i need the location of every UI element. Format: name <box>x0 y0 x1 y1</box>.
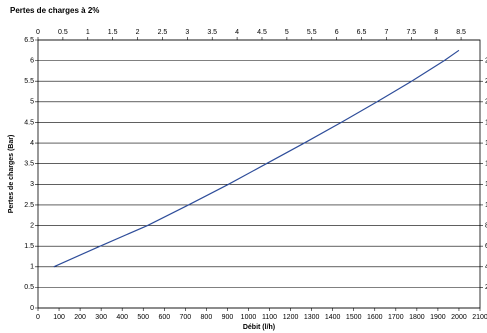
x-tick-label: 300 <box>95 314 107 321</box>
x2-tick-label: 4 <box>235 29 239 36</box>
x-tick-label: 1500 <box>346 314 362 321</box>
y2-tick-label: 2 <box>485 78 487 85</box>
x-tick-label: 1000 <box>241 314 257 321</box>
x2-tick-label: 7 <box>384 29 388 36</box>
chart-title: Pertes de charges à 2% <box>10 6 99 15</box>
y2-tick-label: 1 <box>485 161 487 168</box>
x-tick-label: 1300 <box>304 314 320 321</box>
x-tick-label: 1400 <box>325 314 341 321</box>
y2-tick-label: 6 <box>485 243 487 250</box>
y-tick-label: 6.5 <box>24 37 34 44</box>
x-tick-label: 100 <box>53 314 65 321</box>
x-tick-label: 1900 <box>430 314 446 321</box>
x2-tick-label: 3 <box>185 29 189 36</box>
y2-tick-label: 2 <box>485 99 487 106</box>
y2-tick-label: 2 <box>485 284 487 291</box>
x2-tick-label: 4.5 <box>257 29 267 36</box>
y-tick-label: 3.5 <box>24 161 34 168</box>
x-tick-label: 2100 <box>472 314 487 321</box>
x2-tick-label: 8 <box>434 29 438 36</box>
x2-tick-label: 2.5 <box>158 29 168 36</box>
x2-tick-label: 2 <box>136 29 140 36</box>
y-tick-label: 6 <box>30 57 34 64</box>
y-axis-title: Pertes de charges (Bar) <box>8 135 15 214</box>
x-tick-label: 200 <box>74 314 86 321</box>
y2-tick-label: 4 <box>485 264 487 271</box>
x2-tick-label: 0.5 <box>58 29 68 36</box>
x-tick-label: 500 <box>137 314 149 321</box>
x-tick-label: 900 <box>222 314 234 321</box>
y-tick-label: 1.5 <box>24 243 34 250</box>
y-tick-label: 5 <box>30 99 34 106</box>
x-axis-title: Débit (l/h) <box>243 324 275 331</box>
x2-tick-label: 0 <box>36 29 40 36</box>
y-tick-label: 0 <box>30 305 34 312</box>
x2-tick-label: 3.5 <box>207 29 217 36</box>
y-tick-label: 3 <box>30 181 34 188</box>
y2-tick-label: 8 <box>485 222 487 229</box>
x2-tick-label: 7.5 <box>406 29 416 36</box>
x-tick-label: 0 <box>36 314 40 321</box>
x-tick-label: 2000 <box>451 314 467 321</box>
y-tick-label: 4 <box>30 140 34 147</box>
x-tick-label: 1600 <box>367 314 383 321</box>
x-tick-label: 600 <box>158 314 170 321</box>
y2-tick-label: 1 <box>485 181 487 188</box>
x-tick-label: 800 <box>201 314 213 321</box>
x-tick-label: 1100 <box>262 314 277 321</box>
x2-tick-label: 1.5 <box>108 29 118 36</box>
data-line <box>53 49 460 268</box>
x2-tick-label: 5.5 <box>307 29 317 36</box>
x2-tick-label: 5 <box>285 29 289 36</box>
y2-tick-label: 1 <box>485 202 487 209</box>
y2-tick-label: 1 <box>485 140 487 147</box>
x-tick-label: 700 <box>179 314 191 321</box>
y2-tick-label: 2 <box>485 57 487 64</box>
y-tick-label: 1 <box>30 264 34 271</box>
y-tick-label: 4.5 <box>24 119 34 126</box>
y2-tick-label: 1 <box>485 119 487 126</box>
y-tick-label: 2.5 <box>24 202 34 209</box>
y-tick-label: 0.5 <box>24 284 34 291</box>
x-tick-label: 1700 <box>388 314 404 321</box>
y-tick-label: 5.5 <box>24 78 34 85</box>
x-tick-label: 1800 <box>409 314 425 321</box>
x2-tick-label: 1 <box>86 29 90 36</box>
x2-tick-label: 6.5 <box>357 29 367 36</box>
x-tick-label: 1200 <box>283 314 299 321</box>
x2-tick-label: 6 <box>335 29 339 36</box>
x2-tick-label: 8.5 <box>456 29 466 36</box>
y-tick-label: 2 <box>30 222 34 229</box>
x-tick-label: 400 <box>116 314 128 321</box>
